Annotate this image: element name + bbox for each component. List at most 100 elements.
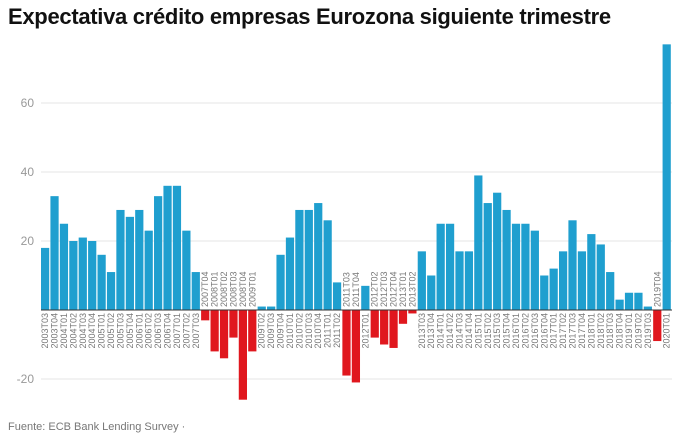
bar — [201, 310, 210, 321]
x-tick-label: 2010T02 — [294, 313, 304, 349]
bar — [577, 251, 587, 310]
y-tick-label: 40 — [21, 165, 35, 179]
x-tick-label: 2003T03 — [40, 313, 50, 349]
x-tick-label: 2007T02 — [181, 313, 191, 349]
bar — [285, 237, 295, 310]
bar — [521, 223, 530, 310]
bar — [643, 306, 652, 310]
x-tick-label: 2011T03 — [341, 272, 351, 307]
bar — [50, 196, 59, 310]
bar — [549, 268, 558, 310]
x-tick-label: 2017T03 — [568, 313, 578, 349]
x-tick-label: 2006T04 — [163, 313, 173, 349]
bar — [154, 196, 163, 310]
x-tick-label: 2005T03 — [115, 313, 125, 349]
bar — [332, 282, 342, 310]
x-tick-label: 2007T03 — [191, 313, 201, 349]
bar — [229, 310, 238, 338]
chart-title: Expectativa crédito empresas Eurozona si… — [8, 4, 611, 29]
bar — [351, 310, 361, 383]
x-tick-label: 2015T01 — [473, 313, 483, 349]
x-tick-label: 2012T03 — [379, 271, 389, 307]
x-tick-label: 2012T01 — [360, 313, 370, 349]
bar — [653, 310, 662, 342]
x-tick-label: 2010T04 — [313, 313, 323, 349]
bar — [417, 251, 426, 310]
x-tick-label: 2013T03 — [417, 313, 427, 349]
bar — [389, 310, 398, 348]
x-tick-label: 2007T01 — [172, 313, 182, 349]
bar — [97, 254, 106, 310]
x-tick-label: 2015T02 — [483, 313, 493, 349]
bar — [464, 251, 474, 310]
bar — [502, 209, 511, 310]
x-tick-label: 2010T01 — [285, 313, 295, 349]
bar — [530, 230, 539, 310]
bar — [210, 310, 219, 352]
x-tick-label: 2016T04 — [539, 313, 549, 349]
x-tick-label: 2014T03 — [454, 313, 464, 349]
x-tick-label: 2015T03 — [492, 313, 502, 349]
x-tick-label: 2016T01 — [511, 313, 521, 349]
bar — [558, 251, 568, 310]
bar — [182, 230, 191, 310]
bar — [238, 310, 247, 400]
x-tick-label: 2003T04 — [50, 313, 60, 349]
x-tick-label: 2014T04 — [464, 313, 474, 349]
x-tick-label: 2017T04 — [577, 313, 587, 349]
x-tick-label: 2014T02 — [445, 313, 455, 349]
x-tick-label: 2013T01 — [398, 271, 408, 307]
x-tick-label: 2016T02 — [520, 313, 530, 349]
bar — [540, 275, 549, 310]
x-tick-label: 2013T02 — [407, 271, 417, 307]
x-tick-label: 2013T04 — [426, 313, 436, 349]
bar — [568, 220, 577, 310]
bar — [323, 220, 332, 310]
x-tick-label: 2011T04 — [351, 272, 361, 307]
bar — [408, 310, 417, 314]
bar — [483, 203, 492, 310]
bar — [304, 209, 313, 310]
bar — [455, 251, 464, 310]
bar — [191, 272, 200, 310]
bar — [135, 209, 144, 310]
x-tick-label: 2008T04 — [238, 271, 248, 307]
x-tick-label: 2008T03 — [228, 271, 238, 307]
x-tick-label: 2011T02 — [332, 313, 342, 348]
x-tick-label: 2009T01 — [247, 271, 257, 307]
bar — [606, 272, 615, 310]
bar — [587, 234, 596, 310]
bar — [380, 310, 389, 345]
x-tick-label: 2009T03 — [266, 313, 276, 349]
bar — [511, 223, 521, 310]
x-tick-label: 2018T03 — [605, 313, 615, 349]
bar — [116, 209, 125, 310]
y-tick-label: -20 — [17, 372, 35, 386]
bar — [436, 223, 445, 310]
bar — [144, 230, 153, 310]
x-tick-label: 2005T01 — [97, 313, 107, 349]
y-tick-label: 20 — [21, 234, 35, 248]
bar — [361, 285, 370, 310]
x-tick-label: 2018T01 — [586, 313, 596, 349]
bar — [295, 209, 304, 310]
source-note: Fuente: ECB Bank Lending Survey · — [8, 421, 186, 433]
x-tick-label: 2019T04 — [652, 271, 662, 307]
bar — [41, 247, 50, 310]
bar — [125, 216, 134, 310]
bar — [427, 275, 436, 310]
x-tick-label: 2017T01 — [549, 313, 559, 349]
bar — [634, 292, 643, 310]
x-tick-label: 2018T04 — [615, 313, 625, 349]
x-tick-label: 2012T04 — [389, 271, 399, 307]
bar — [172, 185, 182, 310]
x-tick-label: 2008T01 — [210, 271, 220, 307]
bar — [69, 241, 78, 310]
x-tick-label: 2005T02 — [106, 313, 116, 349]
x-tick-label: 2018T02 — [596, 313, 606, 349]
bar — [445, 223, 455, 310]
bar — [624, 292, 634, 310]
bar — [342, 310, 351, 376]
x-tick-label: 2004T01 — [59, 313, 69, 349]
